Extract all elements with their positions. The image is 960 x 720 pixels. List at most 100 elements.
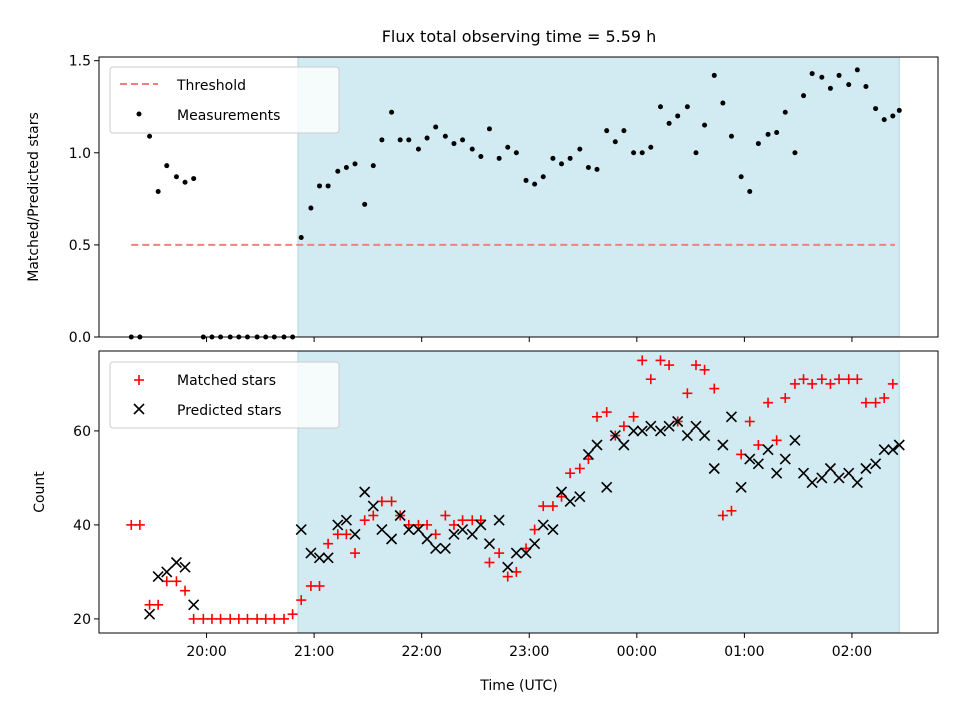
bottom-y-ticks: 20 40 60 <box>73 424 99 628</box>
matched-star-point <box>323 538 334 549</box>
matched-star-point <box>296 595 307 606</box>
matched-star-point <box>655 355 666 366</box>
measurement-point <box>532 181 538 187</box>
measurement-point <box>325 183 331 189</box>
predicted-star-point <box>708 462 720 475</box>
predicted-star-stroke <box>860 462 872 475</box>
predicted-star-point <box>628 425 640 437</box>
predicted-star-stroke <box>466 528 478 540</box>
predicted-star-point <box>582 448 594 460</box>
matched-star-point <box>386 496 397 507</box>
predicted-star-stroke <box>779 453 791 465</box>
predicted-star-stroke <box>502 561 514 573</box>
predicted-star-point <box>305 547 317 559</box>
measurement-point <box>478 153 484 159</box>
predicted-star-stroke <box>179 561 191 573</box>
predicted-star-stroke <box>851 477 863 489</box>
matched-star-point <box>440 510 451 521</box>
measurement-point <box>631 150 637 156</box>
bottom-legend-box <box>109 361 340 429</box>
predicted-star-stroke <box>574 491 586 503</box>
matched-star-point <box>279 613 290 624</box>
matched-star-point <box>413 519 424 530</box>
matched-star-point <box>618 421 629 432</box>
predicted-star-point <box>725 411 738 423</box>
predicted-star-point <box>394 509 406 522</box>
measurement-point <box>567 155 573 161</box>
predicted-star-stroke <box>806 477 818 489</box>
predicted-star-point <box>574 491 586 503</box>
measurement-point <box>469 146 475 152</box>
predicted-star-point <box>645 420 657 432</box>
bottom-y-axis-label: Count <box>32 471 48 513</box>
matched-star-point <box>744 416 755 427</box>
matched-star-point <box>753 440 764 450</box>
predicted-star-point <box>564 495 576 507</box>
predicted-star-point <box>430 542 442 554</box>
matched-star-point <box>690 360 701 371</box>
matched-legend-swatch <box>134 375 144 385</box>
predicted-star-point <box>806 477 818 489</box>
measurement-point <box>486 126 492 132</box>
predicted-star-stroke <box>887 444 899 456</box>
measurement-point <box>594 166 600 172</box>
measurement-point <box>720 100 726 106</box>
y-tick-label: 1.0 <box>69 146 91 162</box>
measurement-point <box>460 137 466 143</box>
predicted-star-point <box>170 556 183 569</box>
predicted-star-point <box>475 519 487 531</box>
measurement-point <box>738 174 744 180</box>
predicted-star-point <box>502 561 514 573</box>
matched-star-point <box>403 519 414 530</box>
matched-star-point <box>709 383 720 394</box>
predicted-star-point <box>690 420 702 432</box>
measurement-point <box>451 141 457 147</box>
predicted-star-point <box>448 528 460 540</box>
matched-star-point <box>350 548 361 559</box>
bottom-axes-frame <box>98 350 939 634</box>
y-tick-label: 1.5 <box>69 54 91 70</box>
predicted-star-stroke <box>833 472 845 484</box>
predicted-star-stroke <box>448 528 460 540</box>
measurement-point <box>755 141 761 147</box>
measurement-point <box>191 176 197 182</box>
matched-star-point <box>153 599 164 610</box>
predicted-star-stroke <box>771 467 783 479</box>
bottom-legend: Matched stars Predicted stars <box>109 361 340 429</box>
matched-star-point <box>144 599 155 610</box>
matched-star-point <box>583 454 594 465</box>
predicted-star-stroke <box>475 519 487 531</box>
measurement-point <box>702 122 708 128</box>
predicted-star-stroke <box>322 552 334 564</box>
x-tick-label: 22:00 <box>402 644 442 660</box>
top-x-ticks <box>206 337 853 342</box>
measurement-point <box>846 82 852 88</box>
predicted-star-point <box>843 467 855 479</box>
measurement-point <box>389 109 395 115</box>
matched-star-point <box>134 519 145 530</box>
x-axis-label: Time (UTC) <box>479 678 557 694</box>
y-tick-label: 60 <box>73 424 91 440</box>
top-y-axis-label: Matched/Predicted stars <box>26 112 42 282</box>
predicted-star-point <box>699 430 711 442</box>
matched-star-point <box>807 378 818 389</box>
matched-star-point <box>717 510 728 521</box>
matched-star-point <box>547 501 558 512</box>
predicted-star-point <box>483 538 496 550</box>
measurement-point <box>352 161 358 167</box>
predicted-star-point <box>752 458 764 470</box>
matched-legend-label: Matched stars <box>177 373 276 389</box>
predicted-star-stroke <box>520 547 532 559</box>
measurement-point <box>173 174 179 180</box>
predicted-star-stroke <box>699 430 711 442</box>
matched-star-point <box>171 576 182 587</box>
matched-star-point <box>879 393 890 403</box>
measurement-point <box>657 104 663 110</box>
predicted-star-stroke <box>305 547 317 559</box>
matched-star-point <box>699 364 710 375</box>
predicted-star-point <box>636 425 648 437</box>
measurement-point <box>881 117 887 123</box>
matched-star-point <box>592 411 603 422</box>
measurement-point <box>782 109 788 115</box>
predicted-star-point <box>152 571 164 583</box>
